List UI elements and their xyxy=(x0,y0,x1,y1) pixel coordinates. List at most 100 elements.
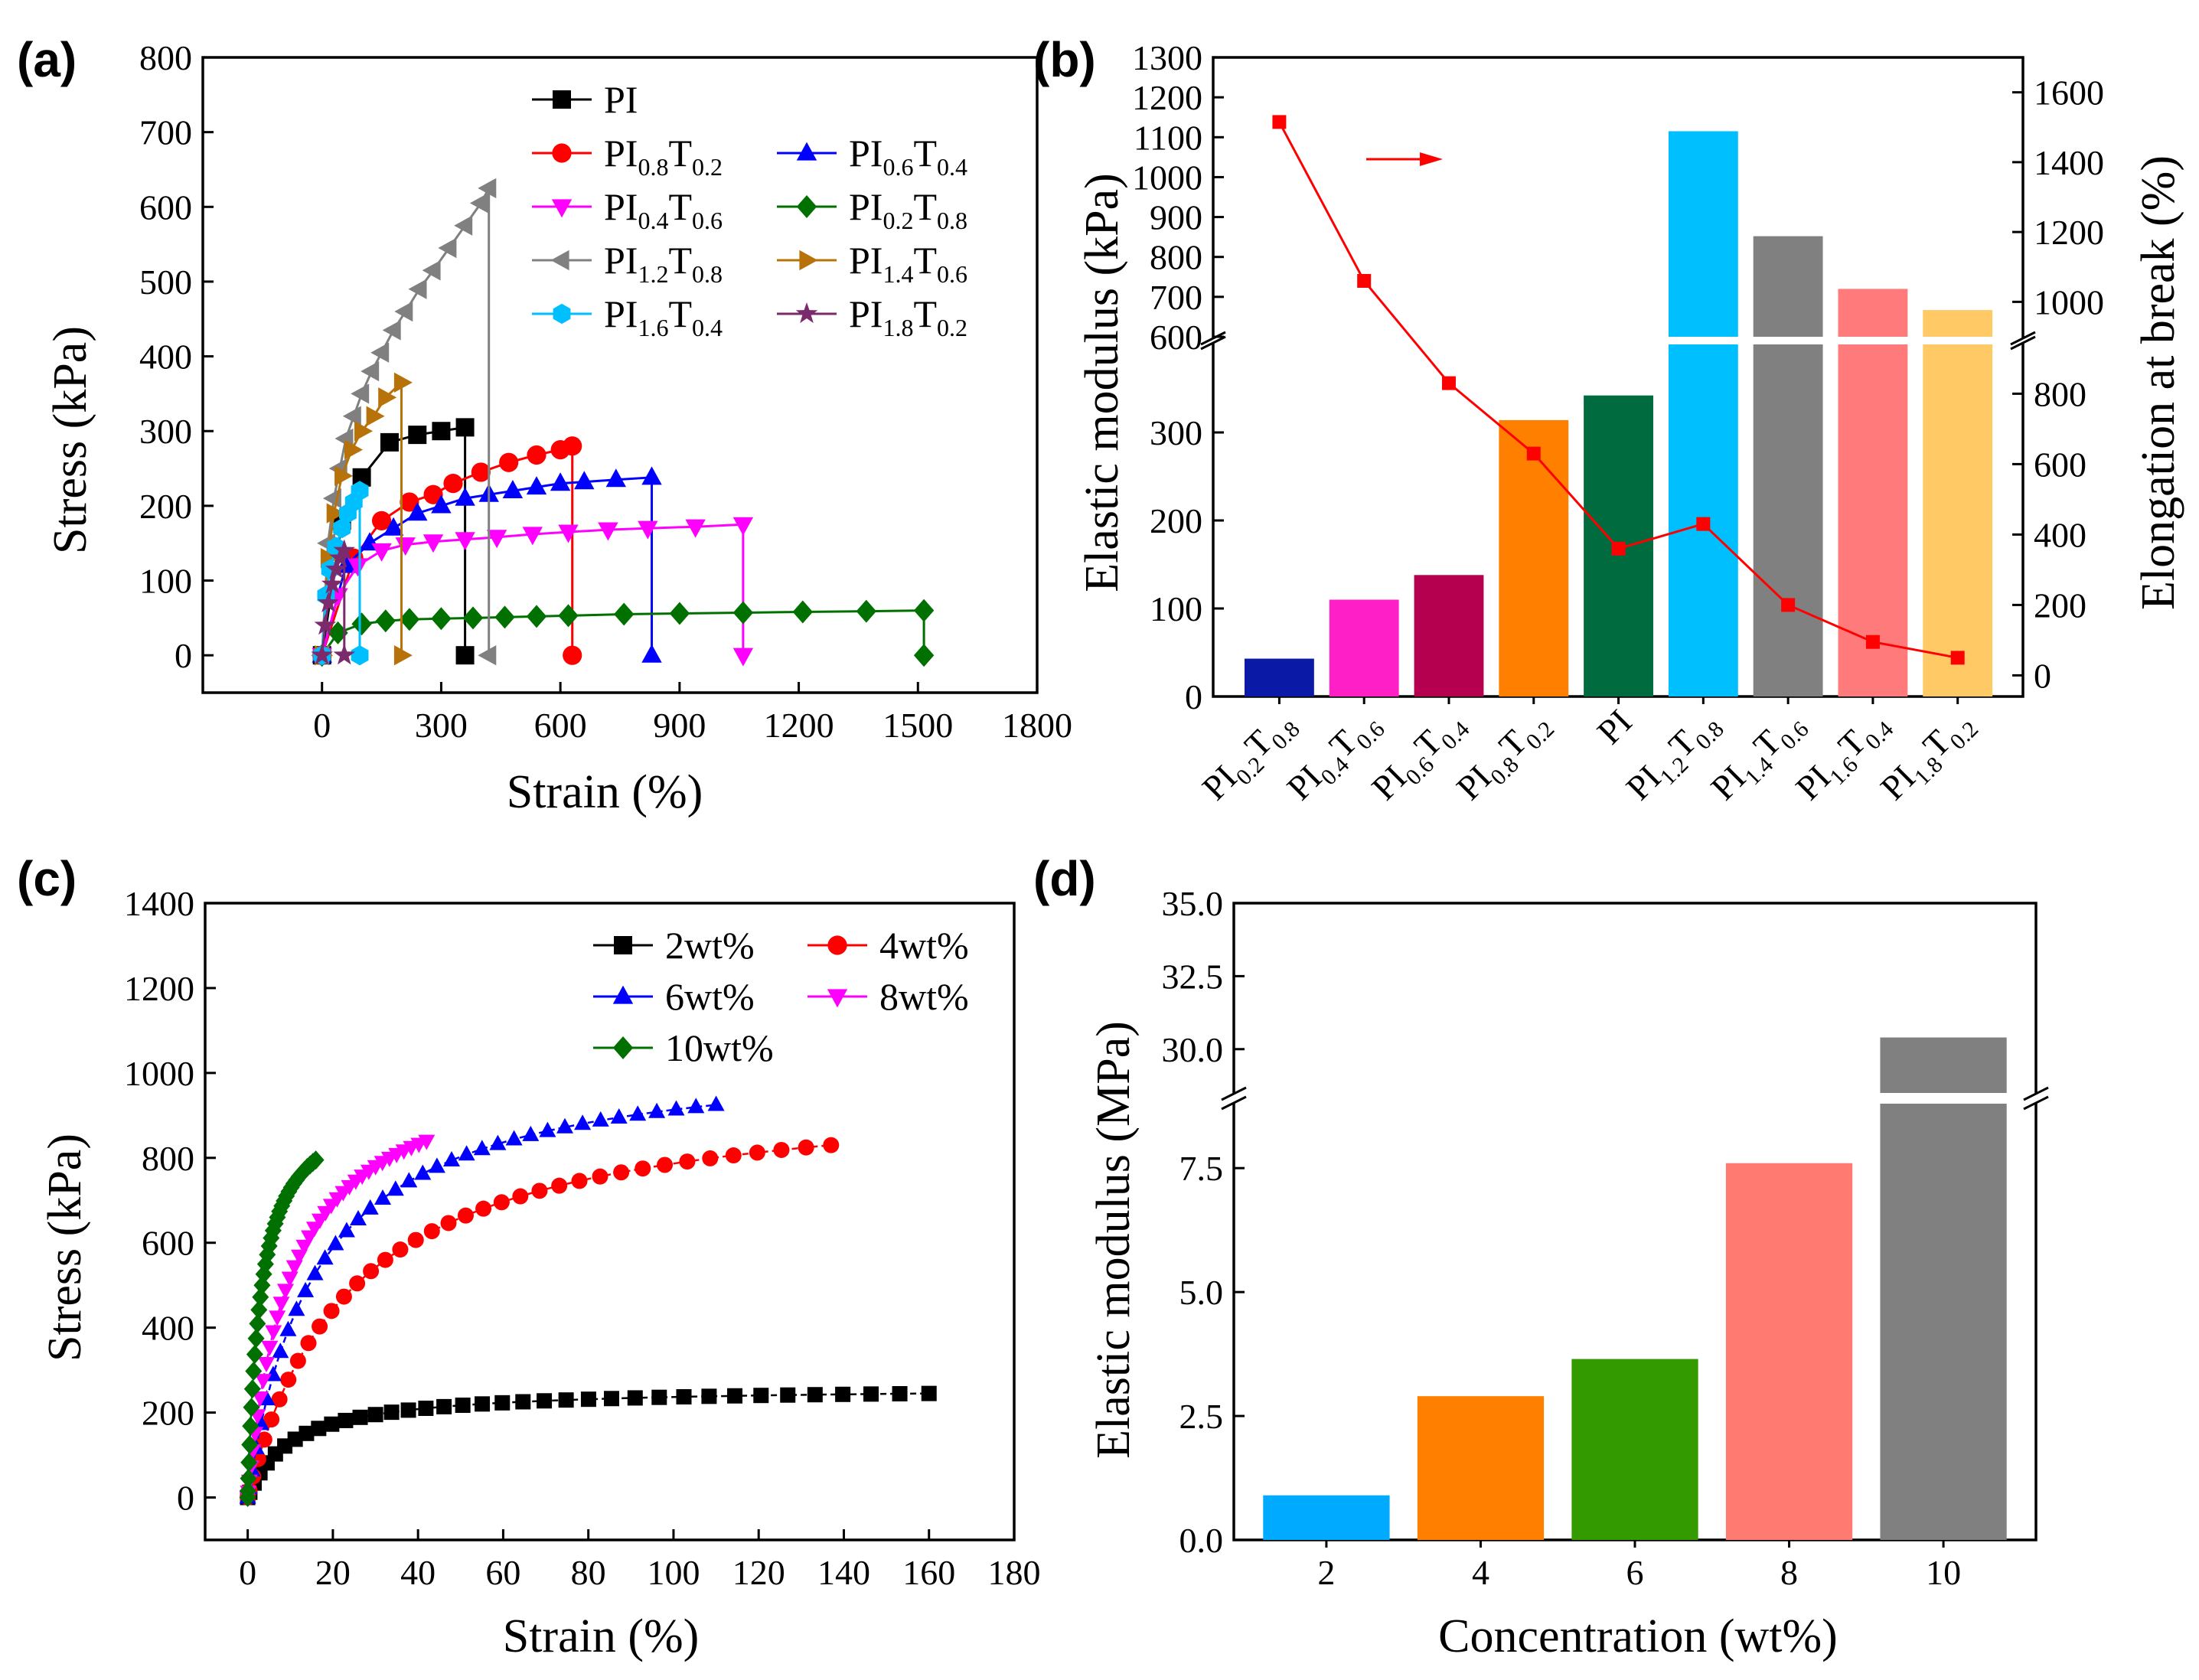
panel-b-ylabel: Elastic modulus (kPa) xyxy=(1076,173,1128,592)
panel-d-ytick-label: 7.5 xyxy=(1179,1149,1224,1188)
panel-d-ytick-label: 5.0 xyxy=(1179,1273,1224,1312)
panel-a-point xyxy=(342,406,361,426)
panel-c-point xyxy=(363,1263,380,1280)
panel-c-point xyxy=(254,1374,272,1390)
panel-c-ytick-label: 1200 xyxy=(124,969,194,1008)
panel-a-legend-marker xyxy=(796,142,817,161)
panel-c-point xyxy=(798,1139,814,1156)
panel-d-break-mark xyxy=(1221,1095,1247,1111)
panel-b-ytick-label: 1300 xyxy=(1132,38,1202,77)
panel-a-point xyxy=(344,439,363,460)
panel-c-point xyxy=(242,1416,259,1436)
panel-a-point xyxy=(347,558,368,577)
panel-a-legend-marker xyxy=(553,90,571,109)
panel-d: (d) Elastic modulus (MPa) Concentration … xyxy=(1033,851,2049,1662)
panel-c-point xyxy=(667,1100,685,1116)
panel-c-point xyxy=(269,1310,286,1326)
panel-a-point xyxy=(563,645,582,665)
panel-b-break-mark xyxy=(2010,335,2036,351)
panel-c: (c) Stress (kPa) Strain (%) 0 20 40 60 80 100… xyxy=(17,851,1041,1662)
panel-c-point xyxy=(807,1387,823,1403)
panel-a-point xyxy=(321,573,344,594)
panel-c-ytick-label: 800 xyxy=(142,1139,194,1178)
panel-c-point xyxy=(701,1388,717,1404)
panel-c-point xyxy=(256,1431,272,1448)
panel-a-ytick-label: 0 xyxy=(175,636,192,675)
panel-a-legend-label: PI0.2T0.8 xyxy=(849,185,967,234)
panel-d-label: (d) xyxy=(1033,851,1096,906)
panel-d-ytick-label: 30.0 xyxy=(1162,1030,1224,1069)
panel-a-legend-label: PI0.8T0.2 xyxy=(604,132,723,181)
panel-a-label: (a) xyxy=(17,32,77,87)
panel-a-point xyxy=(732,517,754,536)
panel-a-point xyxy=(454,215,473,236)
panel-c-point xyxy=(494,1395,511,1411)
panel-a-point xyxy=(550,472,571,491)
panel-c-legend-label: 6wt% xyxy=(665,975,755,1018)
panel-a-point xyxy=(378,387,397,408)
panel-a-point xyxy=(317,591,340,612)
panel-a-ytick-label: 100 xyxy=(139,562,192,601)
panel-a-point xyxy=(408,279,427,299)
panel-a-point xyxy=(333,539,355,560)
panel-a-legend-label: PI0.4T0.6 xyxy=(604,185,723,234)
panel-b-y2tick-label: 800 xyxy=(2034,374,2086,413)
panel-a-point xyxy=(351,612,372,636)
panel-b-y2tick-label: 1200 xyxy=(2034,213,2104,252)
panel-c-point xyxy=(243,1379,261,1399)
panel-c-xtick-label: 60 xyxy=(485,1553,520,1592)
panel-a-point xyxy=(499,452,519,472)
panel-c-xtick-label: 0 xyxy=(239,1553,256,1592)
panel-c-ytick-label: 400 xyxy=(142,1309,194,1348)
panel-c-point xyxy=(823,1137,840,1153)
panel-c-point xyxy=(327,1235,344,1251)
panel-c-point xyxy=(457,1207,474,1224)
panel-c-ytick-label: 600 xyxy=(142,1224,194,1263)
panel-c-xtick-label: 20 xyxy=(315,1553,351,1592)
panel-c-point xyxy=(613,1164,630,1181)
panel-b-break-mark xyxy=(2010,331,2036,346)
panel-b-break-gap xyxy=(1204,338,2032,344)
panel-a-frame xyxy=(201,56,1039,694)
panel-b-bar xyxy=(1499,419,1569,696)
panel-b-ytick-label: 800 xyxy=(1150,238,1202,277)
panel-b-y2tick-label: 1400 xyxy=(2034,143,2104,182)
panel-a-legend-label: PI1.8T0.2 xyxy=(849,292,967,341)
panel-c-point xyxy=(240,1469,257,1489)
panel-c-point xyxy=(489,1134,507,1150)
panel-c-point xyxy=(387,1180,404,1196)
panel-c-point xyxy=(551,1177,568,1194)
panel-b-category-label: PI0.6T0.4 xyxy=(1364,702,1474,812)
panel-c-point xyxy=(475,1200,492,1217)
panel-a-xtick-label: 1500 xyxy=(883,706,953,745)
panel-a-point xyxy=(370,342,390,363)
panel-c-xtick-label: 80 xyxy=(571,1553,606,1592)
panel-c-point xyxy=(921,1385,937,1401)
panel-a-legend-marker xyxy=(551,199,573,218)
panel-a-point xyxy=(431,494,452,514)
panel-a-point xyxy=(333,518,351,539)
panel-a-legend-marker xyxy=(550,250,569,271)
panel-a-point xyxy=(371,511,392,531)
panel-c-legend-label: 4wt% xyxy=(879,924,969,967)
panel-d-xlabel: Concentration (wt%) xyxy=(1438,1610,1838,1662)
panel-b-ytick-label: 700 xyxy=(1150,278,1202,317)
panel-c-xtick-label: 160 xyxy=(902,1553,955,1592)
panel-b-bar-upper xyxy=(1668,131,1738,337)
panel-c-point xyxy=(475,1396,491,1412)
panel-c-point xyxy=(753,1388,769,1404)
panel-b-ytick-label: 900 xyxy=(1150,198,1202,237)
panel-a-xtick-label: 900 xyxy=(653,706,706,745)
panel-b-bar xyxy=(1244,658,1314,696)
panel-c-point xyxy=(407,1231,424,1248)
panel-a-point xyxy=(455,487,475,506)
panel-d-break-mark xyxy=(2023,1086,2049,1101)
panel-a-point xyxy=(366,406,385,426)
panel-c-xtick-label: 40 xyxy=(400,1553,436,1592)
panel-a-ytick-label: 600 xyxy=(139,188,192,227)
panel-a-point xyxy=(371,543,392,562)
panel-d-break-mark xyxy=(2023,1095,2049,1111)
panel-a-point xyxy=(455,418,475,437)
panel-c-ytick-label: 0 xyxy=(177,1479,194,1518)
panel-a-legend-marker xyxy=(796,195,817,218)
